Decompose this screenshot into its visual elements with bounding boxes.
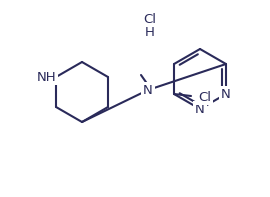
Text: H: H <box>145 25 155 38</box>
Text: N: N <box>195 102 205 115</box>
Text: N: N <box>143 84 153 97</box>
Text: Cl: Cl <box>198 90 211 103</box>
Text: NH: NH <box>36 71 56 84</box>
Text: Cl: Cl <box>143 12 157 25</box>
Text: N: N <box>221 87 231 100</box>
